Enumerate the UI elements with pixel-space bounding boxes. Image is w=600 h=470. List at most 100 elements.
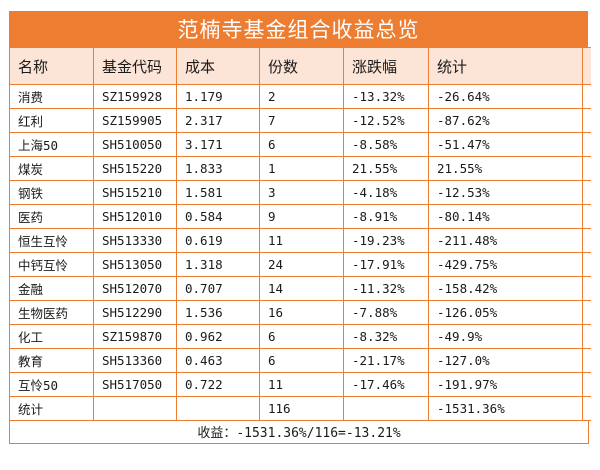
cell-code: SH513330 xyxy=(93,228,177,253)
header-sliver-cell xyxy=(582,47,591,85)
cell-change: -11.32% xyxy=(343,276,429,301)
cell-stats: -80.14% xyxy=(428,204,583,229)
cell-change: 21.55% xyxy=(343,156,429,181)
cell-shares: 14 xyxy=(259,276,344,301)
cell-stats: -158.42% xyxy=(428,276,583,301)
cell-shares: 1 xyxy=(259,156,344,181)
summary-footer: 收益：-1531.36%/116=-13.21% xyxy=(9,419,589,444)
row-sliver-cell xyxy=(582,252,591,277)
cell-shares: 9 xyxy=(259,204,344,229)
cell-name: 生物医药 xyxy=(9,300,94,325)
row-sliver-cell xyxy=(582,228,591,253)
cell-cost: 1.179 xyxy=(176,84,260,109)
row-sliver-cell xyxy=(582,300,591,325)
cell-change xyxy=(343,396,429,421)
cell-code: SH513050 xyxy=(93,252,177,277)
column-header-stats: 统计 xyxy=(428,47,583,85)
cell-cost: 3.171 xyxy=(176,132,260,157)
page-title: 范楠寺基金组合收益总览 xyxy=(9,11,588,47)
cell-name: 中钙互怜 xyxy=(9,252,94,277)
table-row: 上海50 SH510050 3.171 6 -8.58% -51.47% xyxy=(9,132,591,157)
row-sliver-cell xyxy=(582,132,591,157)
cell-cost: 0.722 xyxy=(176,372,260,397)
cell-cost: 1.536 xyxy=(176,300,260,325)
cell-name: 消费 xyxy=(9,84,94,109)
cell-change: -7.88% xyxy=(343,300,429,325)
cell-code: SH512070 xyxy=(93,276,177,301)
cell-shares: 11 xyxy=(259,372,344,397)
cell-change: -8.91% xyxy=(343,204,429,229)
table-row: 教育 SH513360 0.463 6 -21.17% -127.0% xyxy=(9,348,591,373)
row-sliver-cell xyxy=(582,108,591,133)
table-row: 红利 SZ159905 2.317 7 -12.52% -87.62% xyxy=(9,108,591,133)
cell-cost: 0.619 xyxy=(176,228,260,253)
cell-stats: -126.05% xyxy=(428,300,583,325)
cell-shares: 3 xyxy=(259,180,344,205)
row-sliver-cell xyxy=(582,204,591,229)
cell-change: -12.52% xyxy=(343,108,429,133)
row-sliver-cell xyxy=(582,324,591,349)
table-row: 钢铁 SH515210 1.581 3 -4.18% -12.53% xyxy=(9,180,591,205)
table-row: 生物医药 SH512290 1.536 16 -7.88% -126.05% xyxy=(9,300,591,325)
row-sliver-cell xyxy=(582,396,591,421)
fund-table: 名称 基金代码 成本 份数 涨跌幅 统计 消费 SZ159928 1.179 2 -13.32% -… xyxy=(9,47,591,421)
cell-stats: -51.47% xyxy=(428,132,583,157)
cell-change: -13.32% xyxy=(343,84,429,109)
cell-change: -17.91% xyxy=(343,252,429,277)
cell-cost: 0.463 xyxy=(176,348,260,373)
cell-shares: 11 xyxy=(259,228,344,253)
cell-code: SH515220 xyxy=(93,156,177,181)
cell-stats: -87.62% xyxy=(428,108,583,133)
cell-code xyxy=(93,396,177,421)
table-row: 中钙互怜 SH513050 1.318 24 -17.91% -429.75% xyxy=(9,252,591,277)
cell-name: 互怜50 xyxy=(9,372,94,397)
cell-cost: 1.318 xyxy=(176,252,260,277)
cell-shares: 116 xyxy=(259,396,344,421)
row-sliver-cell xyxy=(582,372,591,397)
cell-code: SH517050 xyxy=(93,372,177,397)
cell-name: 金融 xyxy=(9,276,94,301)
column-header-shares: 份数 xyxy=(259,47,344,85)
cell-change: -19.23% xyxy=(343,228,429,253)
cell-stats: 21.55% xyxy=(428,156,583,181)
cell-stats: -12.53% xyxy=(428,180,583,205)
cell-stats: -429.75% xyxy=(428,252,583,277)
table-row: 煤炭 SH515220 1.833 1 21.55% 21.55% xyxy=(9,156,591,181)
column-header-code: 基金代码 xyxy=(93,47,177,85)
cell-change: -4.18% xyxy=(343,180,429,205)
cell-name: 化工 xyxy=(9,324,94,349)
cell-name: 医药 xyxy=(9,204,94,229)
cell-shares: 2 xyxy=(259,84,344,109)
table-row: 消费 SZ159928 1.179 2 -13.32% -26.64% xyxy=(9,84,591,109)
cell-cost: 0.584 xyxy=(176,204,260,229)
table-row: 化工 SZ159870 0.962 6 -8.32% -49.9% xyxy=(9,324,591,349)
cell-change: -21.17% xyxy=(343,348,429,373)
row-sliver-cell xyxy=(582,348,591,373)
table-header-row: 名称 基金代码 成本 份数 涨跌幅 统计 xyxy=(9,47,591,85)
cell-cost: 1.581 xyxy=(176,180,260,205)
table-row: 金融 SH512070 0.707 14 -11.32% -158.42% xyxy=(9,276,591,301)
column-header-change: 涨跌幅 xyxy=(343,47,429,85)
cell-name: 红利 xyxy=(9,108,94,133)
cell-name: 统计 xyxy=(9,396,94,421)
cell-name: 煤炭 xyxy=(9,156,94,181)
cell-code: SH512010 xyxy=(93,204,177,229)
cell-cost: 2.317 xyxy=(176,108,260,133)
cell-shares: 6 xyxy=(259,348,344,373)
cell-code: SH515210 xyxy=(93,180,177,205)
cell-change: -8.58% xyxy=(343,132,429,157)
cell-stats: -49.9% xyxy=(428,324,583,349)
cell-cost: 0.707 xyxy=(176,276,260,301)
cell-stats: -191.97% xyxy=(428,372,583,397)
cell-stats: -127.0% xyxy=(428,348,583,373)
table-row: 互怜50 SH517050 0.722 11 -17.46% -191.97% xyxy=(9,372,591,397)
cell-code: SZ159870 xyxy=(93,324,177,349)
header-row: 名称 基金代码 成本 份数 涨跌幅 统计 xyxy=(9,47,591,85)
cell-shares: 6 xyxy=(259,132,344,157)
cell-stats: -211.48% xyxy=(428,228,583,253)
cell-stats: -1531.36% xyxy=(428,396,583,421)
row-sliver-cell xyxy=(582,180,591,205)
cell-cost xyxy=(176,396,260,421)
cell-shares: 16 xyxy=(259,300,344,325)
cell-change: -17.46% xyxy=(343,372,429,397)
